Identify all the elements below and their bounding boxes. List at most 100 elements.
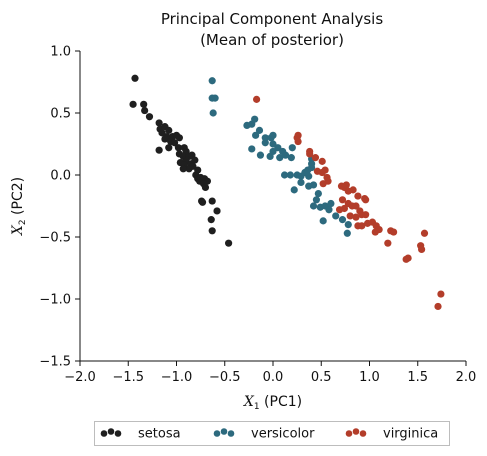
virginica-point <box>252 95 261 103</box>
versicolor-point <box>209 109 217 117</box>
versicolor-point <box>309 202 318 210</box>
setosa-point <box>191 156 199 164</box>
versicolor-point <box>269 131 277 139</box>
versicolor-point <box>288 144 296 152</box>
setosa-point <box>174 144 183 152</box>
setosa-point <box>179 165 187 173</box>
x-axis-label: X1 (PC1) <box>243 394 302 412</box>
virginica-point <box>318 157 326 165</box>
chart-subtitle: (Mean of posterior) <box>200 31 344 49</box>
legend-marker-virginica <box>359 430 367 437</box>
y-tick-label: 1.0 <box>50 45 71 60</box>
setosa-point <box>201 183 210 191</box>
versicolor-point <box>305 172 313 180</box>
setosa-point <box>207 216 215 224</box>
versicolor-point <box>280 171 289 179</box>
virginica-point <box>294 131 302 139</box>
versicolor-point <box>325 206 333 214</box>
virginica-point <box>306 150 314 158</box>
setosa-point <box>194 166 202 174</box>
x-tick-label: 2.0 <box>456 370 477 385</box>
setosa-point <box>213 207 221 215</box>
versicolor-point <box>261 134 269 142</box>
legend-label-virginica: virginica <box>383 427 438 442</box>
versicolor-point <box>327 199 335 208</box>
virginica-point <box>375 225 383 234</box>
versicolor-point <box>338 216 347 224</box>
y-tick-label: −0.5 <box>39 231 71 246</box>
versicolor-point <box>308 160 316 168</box>
x-axis-label-text: (PC1) <box>260 394 303 410</box>
versicolor-point <box>290 186 298 194</box>
y-axis-label-math: X <box>10 224 26 236</box>
versicolor-point <box>211 94 219 102</box>
setosa-point <box>145 113 154 121</box>
x-tick-label: −1.0 <box>161 370 193 385</box>
x-axis-ticks: −2.0 −1.5 −1.0 −0.5 0.0 0.5 1.0 1.5 2.0 <box>64 361 476 385</box>
versicolor-point <box>297 178 305 187</box>
versicolor-point <box>255 126 264 134</box>
virginica-point <box>384 239 392 247</box>
y-tick-label: 0.0 <box>50 169 71 184</box>
setosa-point <box>155 119 163 127</box>
setosa-point <box>198 198 207 206</box>
versicolor-point <box>286 171 294 179</box>
virginica-point <box>338 196 347 204</box>
legend-marker-setosa <box>114 430 122 437</box>
virginica-point <box>354 192 362 200</box>
x-axis-label-math: X <box>243 394 255 410</box>
versicolor-point <box>208 77 216 85</box>
virginica-point <box>418 245 426 253</box>
setosa-point <box>170 139 179 147</box>
y-tick-label: 0.5 <box>50 107 71 122</box>
virginica-point <box>342 181 350 189</box>
versicolor-point <box>281 151 290 159</box>
scatter-points <box>129 74 445 311</box>
versicolor-point <box>319 217 327 225</box>
setosa-point <box>140 100 148 108</box>
virginica-point <box>311 154 320 162</box>
setosa-point <box>208 227 216 235</box>
y-axis-label: X2 (PC2) <box>10 177 28 236</box>
virginica-point <box>294 137 302 146</box>
versicolor-point <box>293 171 301 179</box>
legend-label-setosa: setosa <box>138 427 181 442</box>
versicolor-point <box>314 190 322 198</box>
x-tick-label: −2.0 <box>64 370 96 385</box>
x-tick-label: −1.5 <box>112 370 144 385</box>
legend: setosa versicolor virginica <box>100 427 438 442</box>
setosa-point <box>208 197 216 205</box>
legend-label-versicolor: versicolor <box>251 427 315 442</box>
virginica-point <box>434 302 442 311</box>
legend-marker-versicolor <box>220 428 228 435</box>
versicolor-point <box>261 139 269 147</box>
versicolor-point <box>251 115 259 123</box>
versicolor-point <box>256 151 265 159</box>
x-tick-label: 1.5 <box>407 370 428 385</box>
virginica-point <box>346 212 354 220</box>
setosa-point <box>161 135 169 143</box>
x-tick-label: 1.0 <box>359 370 380 385</box>
setosa-point <box>141 106 149 115</box>
y-axis-label-sub: 2 <box>18 219 28 225</box>
versicolor-point <box>304 166 312 174</box>
y-axis-label-text: (PC2) <box>10 177 26 220</box>
virginica-point <box>420 229 429 237</box>
virginica-point <box>362 211 370 219</box>
legend-marker-setosa <box>107 428 115 435</box>
virginica-point <box>335 206 344 214</box>
versicolor-point <box>287 154 295 162</box>
y-tick-label: −1.5 <box>39 355 71 370</box>
x-tick-label: 0.5 <box>311 370 332 385</box>
setosa-point <box>129 100 137 108</box>
chart-title: Principal Component Analysis <box>161 10 384 28</box>
virginica-point <box>402 255 410 263</box>
legend-marker-versicolor <box>227 430 235 437</box>
legend-marker-virginica <box>352 428 360 435</box>
setosa-point <box>155 146 163 154</box>
setosa-point <box>165 126 173 134</box>
setosa-point <box>165 144 173 152</box>
legend-marker-setosa <box>100 430 108 437</box>
virginica-point <box>390 228 398 236</box>
setosa-point <box>131 74 139 82</box>
